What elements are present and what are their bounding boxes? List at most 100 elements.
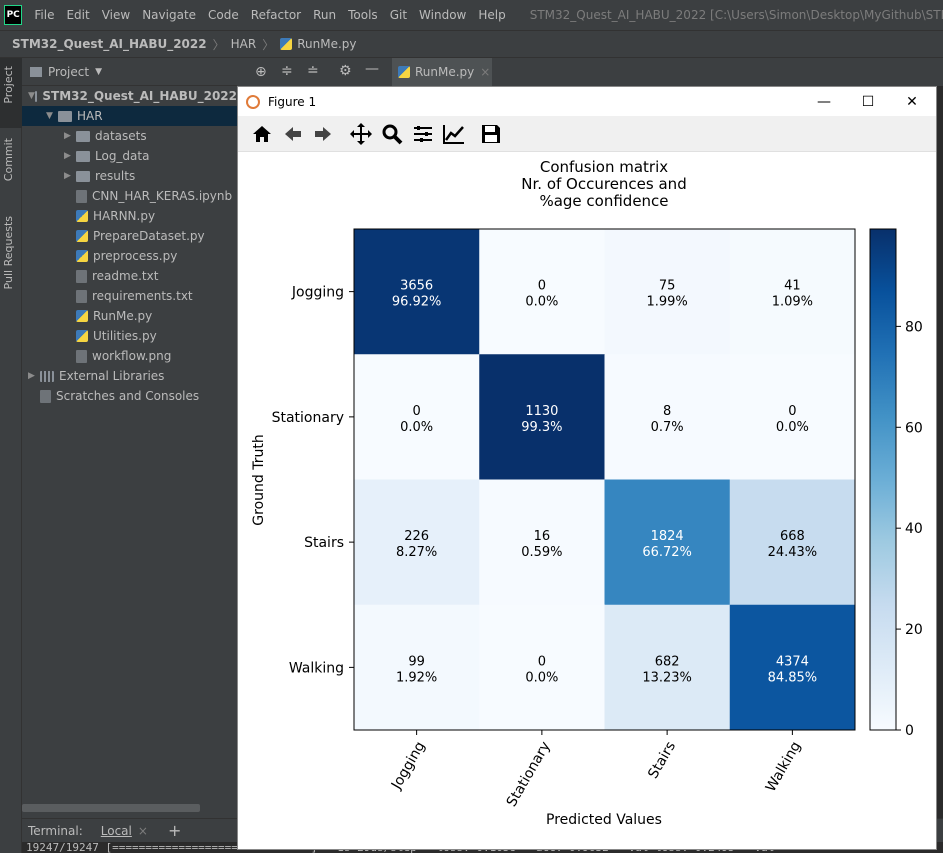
menu-file[interactable]: File [34,8,55,22]
chevron-right-icon[interactable]: ▶ [64,171,71,181]
chevron-down-icon[interactable]: ▼ [46,111,53,121]
home-icon[interactable] [248,120,276,148]
tab-runme[interactable]: RunMe.py × [392,58,492,86]
cell-percent-label: 0.0% [525,295,558,310]
heatmap-cell [354,479,480,606]
configure-subplots-icon[interactable] [409,120,437,148]
tree-item-harnn-py[interactable]: HARNN.py [22,206,237,226]
menu-help[interactable]: Help [478,8,506,22]
tree-item-scratches-and-consoles[interactable]: Scratches and Consoles [22,386,237,406]
project-panel-header: Project ▼ [22,58,237,86]
cell-percent-label: 0.7% [651,420,684,435]
close-button[interactable]: ✕ [906,93,918,110]
menu-tools[interactable]: Tools [348,8,378,22]
chart-title-line: %age confidence [539,192,668,210]
x-tick-label: Walking [763,739,804,795]
breadcrumb-runme[interactable]: RunMe.py [297,37,357,51]
cell-count-label: 0 [788,404,796,419]
heatmap-cell [354,354,480,480]
tree-item-stm32-quest-ai-habu-2022[interactable]: ▼ STM32_Quest_AI_HABU_2022 [22,86,237,106]
cell-count-label: 4374 [776,654,809,669]
heatmap-cell [604,604,731,731]
tree-item-preparedataset-py[interactable]: PrepareDataset.py [22,226,237,246]
cell-count-label: 8 [663,404,671,419]
x-tick-label: Stationary [504,739,554,810]
cell-count-label: 0 [538,654,546,669]
tree-item-requirements-txt[interactable]: requirements.txt [22,286,237,306]
folder-icon [76,150,90,162]
tree-item-datasets[interactable]: ▶ datasets [22,126,237,146]
menu-bar: PC File Edit View Navigate Code Refactor… [0,0,943,30]
close-icon[interactable]: × [137,823,148,838]
menu-run[interactable]: Run [313,8,337,22]
back-arrow-icon[interactable] [279,120,307,148]
figure-window: Figure 1 — ☐ ✕ Confusion matrix N [237,86,937,850]
chevron-right-icon[interactable]: ▶ [28,371,35,381]
horizontal-scrollbar[interactable] [22,804,200,812]
python-file-icon [398,66,410,78]
stripe-tab-pull-requests[interactable]: Pull Requests [2,216,15,290]
python-file-icon [280,38,293,50]
python-file-icon [76,250,88,262]
menu-navigate[interactable]: Navigate [142,8,197,22]
stripe-tab-commit[interactable]: Commit [2,138,15,182]
project-panel-title[interactable]: Project [48,64,90,79]
forward-arrow-icon[interactable] [309,120,337,148]
close-icon[interactable]: × [480,65,491,79]
heatmap-cell [479,604,605,731]
project-panel: Project ▼ ▼ STM32_Quest_AI_HABU_2022 ▼ HAR ▶… [22,58,237,818]
tree-item-readme-txt[interactable]: readme.txt [22,266,237,286]
heatmap-cell [729,229,856,355]
chevron-down-icon[interactable]: ▼ [28,91,35,101]
minimize-button[interactable]: — [817,93,831,110]
chevron-right-icon[interactable]: ▶ [64,131,71,141]
tree-item-external-libraries[interactable]: ▶ External Libraries [22,366,237,386]
tree-item-log-data[interactable]: ▶ Log_data [22,146,237,166]
zoom-icon[interactable] [378,120,406,148]
maximize-button[interactable]: ☐ [861,93,875,110]
chevron-right-icon: 〉 [262,37,275,52]
gear-icon[interactable]: ⚙ [339,63,352,79]
tree-item-results[interactable]: ▶ results [22,166,237,186]
tab-terminal-local[interactable]: Local [100,823,132,838]
cell-count-label: 99 [408,654,425,669]
expand-all-icon[interactable]: ≑ [281,63,293,79]
breadcrumb-project[interactable]: STM32_Quest_AI_HABU_2022 [12,37,207,51]
save-icon[interactable] [477,120,505,148]
add-terminal-icon[interactable]: + [167,821,182,840]
colorbar [869,228,897,731]
tree-item-cnn-har-keras-ipynb[interactable]: CNN_HAR_KERAS.ipynb [22,186,237,206]
tree-item-preprocess-py[interactable]: preprocess.py [22,246,237,266]
menu-window[interactable]: Window [419,8,467,22]
edit-axes-icon[interactable] [440,120,468,148]
breadcrumb-har[interactable]: HAR [230,37,257,51]
colorbar-tick-label: 20 [905,622,923,638]
file-icon [76,349,87,363]
menu-edit[interactable]: Edit [66,8,90,22]
chevron-right-icon[interactable]: ▶ [64,151,71,161]
menu-refactor[interactable]: Refactor [250,8,302,22]
window-title: STM32_Quest_AI_HABU_2022 [C:\Users\Simon… [529,8,943,22]
collapse-all-icon[interactable]: ≐ [307,63,319,79]
tree-item-har[interactable]: ▼ HAR [22,106,237,126]
pan-icon[interactable] [347,120,375,148]
chevron-down-icon[interactable]: ▼ [95,66,102,77]
heatmap-cell [729,479,856,606]
x-axis-label: Predicted Values [546,812,662,828]
tree-item-utilities-py[interactable]: Utilities.py [22,326,237,346]
cell-count-label: 75 [659,279,676,294]
locate-icon[interactable]: ⊕ [255,64,267,80]
tree-item-runme-py[interactable]: RunMe.py [22,306,237,326]
python-file-icon [76,230,88,242]
cell-count-label: 226 [404,529,429,544]
y-tick-label: Walking [289,660,344,676]
tree-item-label: CNN_HAR_KERAS.ipynb [92,189,233,203]
heatmap-cell [479,229,605,355]
stripe-tab-project[interactable]: Project [2,66,15,104]
hide-icon[interactable]: — [365,61,379,77]
menu-code[interactable]: Code [208,8,239,22]
breadcrumb: STM32_Quest_AI_HABU_2022 〉 HAR 〉 RunMe.p… [0,30,943,58]
menu-view[interactable]: View [101,8,131,22]
tree-item-workflow-png[interactable]: workflow.png [22,346,237,366]
menu-git[interactable]: Git [389,8,408,22]
